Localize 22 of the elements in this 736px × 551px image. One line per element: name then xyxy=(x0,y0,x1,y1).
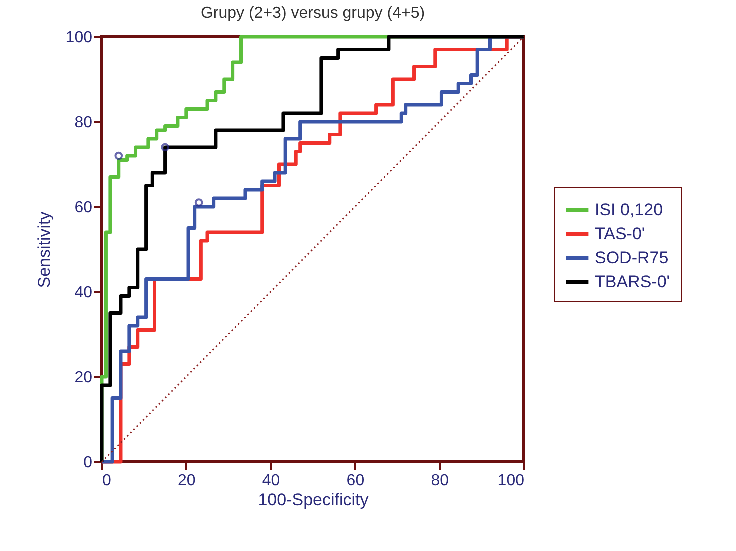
x-axis-title: 100-Specificity xyxy=(258,490,370,510)
point xyxy=(114,152,124,160)
chart-title: Grupy (2+3) versus grupy (4+5) xyxy=(200,5,426,22)
legend-label: SOD-R75 xyxy=(595,248,669,268)
legend-label: TAS-0' xyxy=(595,224,646,244)
y-tick-label: 60 xyxy=(74,200,93,216)
y-tick-label: 80 xyxy=(74,114,93,132)
legend-label: ISI 0,120 xyxy=(595,200,664,220)
y-tick-label: 20 xyxy=(74,370,93,386)
y-axis-title: Sensitivity xyxy=(34,211,54,288)
point xyxy=(194,198,204,207)
y-tick-label: 100 xyxy=(66,30,93,46)
point xyxy=(161,143,170,152)
x-tick-label: 80 xyxy=(431,472,450,490)
y-tick-label: 40 xyxy=(74,284,93,302)
legend-label: TBARS-0' xyxy=(595,272,670,292)
x-tick-label: 20 xyxy=(178,472,196,490)
y-tick-label: 0 xyxy=(84,454,93,472)
x-tick-label: 40 xyxy=(262,472,280,490)
x-tick-label: 100 xyxy=(498,472,525,490)
x-tick-label: 60 xyxy=(346,472,365,490)
x-tick-label: 0 xyxy=(102,472,112,490)
